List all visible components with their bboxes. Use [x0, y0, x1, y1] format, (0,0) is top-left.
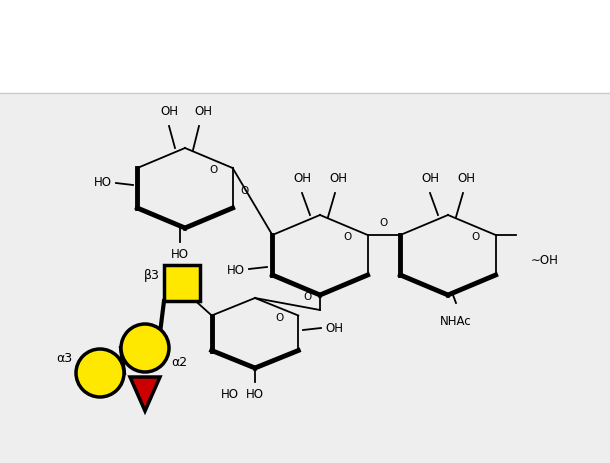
Polygon shape: [130, 377, 160, 411]
Text: HO: HO: [246, 388, 264, 401]
Text: NHAc: NHAc: [440, 315, 472, 328]
Text: HO: HO: [221, 388, 239, 401]
Text: α3: α3: [56, 352, 72, 365]
Text: β3: β3: [144, 269, 160, 282]
Bar: [164, 265, 200, 301]
Text: O: O: [344, 232, 352, 242]
Text: O: O: [380, 218, 388, 228]
Text: O: O: [304, 292, 312, 301]
Text: OH: OH: [325, 321, 343, 334]
Text: OH: OH: [293, 172, 311, 185]
Text: HO: HO: [171, 248, 189, 261]
Bar: [0, 93, 610, 463]
Circle shape: [76, 349, 124, 397]
Text: OH: OH: [160, 105, 178, 118]
Text: ∼OH: ∼OH: [531, 254, 559, 267]
Text: OH: OH: [329, 172, 347, 185]
Text: HO: HO: [94, 176, 112, 189]
Bar: [0, 0, 610, 93]
Text: HO: HO: [227, 263, 245, 276]
Text: O: O: [472, 232, 480, 242]
Text: α2: α2: [171, 356, 187, 369]
Text: OH: OH: [194, 105, 212, 118]
Text: O: O: [240, 187, 249, 196]
Text: OH: OH: [457, 172, 475, 185]
Text: O: O: [209, 165, 217, 175]
Text: OH: OH: [421, 172, 439, 185]
Text: O: O: [275, 313, 283, 323]
Circle shape: [121, 324, 169, 372]
